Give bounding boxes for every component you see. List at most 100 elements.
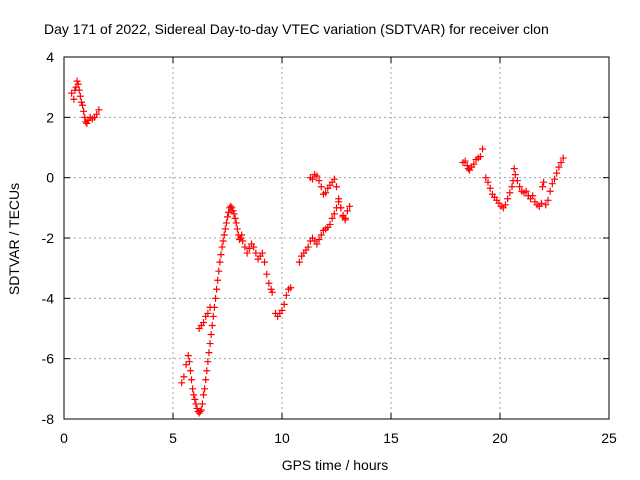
x-tick-label: 5: [169, 430, 177, 446]
data-point: [476, 153, 484, 161]
data-point: [208, 321, 216, 329]
data-point: [193, 404, 201, 412]
data-point: [188, 376, 196, 384]
data-point: [540, 178, 548, 186]
data-point: [506, 189, 514, 197]
data-point: [76, 92, 84, 100]
data-point: [470, 160, 478, 168]
data-point: [238, 231, 246, 239]
data-point: [224, 213, 231, 221]
x-tick-label: 20: [492, 430, 508, 446]
data-point: [280, 300, 288, 308]
data-point: [245, 245, 253, 253]
data-point: [548, 180, 556, 188]
y-tick-label: 0: [46, 170, 54, 186]
data-point: [220, 231, 228, 239]
data-point: [185, 358, 193, 366]
y-tick-label: -6: [42, 351, 55, 367]
data-point: [222, 219, 230, 227]
data-point: [232, 219, 240, 227]
data-point: [198, 400, 206, 408]
data-point: [328, 214, 336, 222]
data-point: [243, 249, 251, 257]
data-point: [333, 183, 340, 191]
data-point: [267, 285, 275, 293]
data-point: [206, 303, 214, 311]
x-axis-label: GPS time / hours: [282, 457, 389, 473]
data-point: [80, 107, 88, 115]
data-point: [216, 258, 224, 266]
data-point: [217, 251, 225, 259]
data-point: [553, 169, 561, 177]
data-point: [180, 373, 188, 381]
data-point: [544, 196, 552, 204]
data-point: [202, 376, 210, 384]
data-point: [83, 119, 91, 127]
y-tick-label: -8: [42, 411, 55, 427]
data-point: [559, 154, 567, 162]
data-point: [317, 231, 325, 239]
y-tick-label: 2: [46, 109, 54, 125]
data-point: [479, 145, 487, 153]
data-point: [75, 86, 83, 94]
data-point: [241, 243, 249, 251]
data-point: [231, 214, 239, 222]
data-point: [557, 159, 565, 167]
data-point: [326, 220, 334, 228]
data-point: [233, 225, 241, 233]
data-point: [77, 98, 85, 106]
data-point: [213, 285, 221, 293]
data-point: [68, 89, 76, 97]
data-point: [204, 358, 212, 366]
data-point: [537, 199, 545, 207]
data-point: [204, 309, 212, 317]
data-point: [511, 171, 519, 179]
data-point: [191, 395, 199, 403]
data-point: [209, 312, 217, 320]
data-point: [343, 207, 351, 215]
data-point: [207, 331, 215, 339]
data-point: [461, 157, 469, 165]
data-point: [261, 258, 269, 266]
data-point: [508, 183, 516, 191]
data-point: [230, 210, 238, 218]
data-point: [250, 243, 258, 251]
data-point: [215, 267, 223, 275]
y-tick-label: 4: [46, 49, 54, 65]
data-point: [317, 183, 325, 191]
data-point: [346, 202, 354, 210]
data-point: [93, 110, 101, 118]
data-point: [282, 291, 290, 299]
data-point: [200, 391, 208, 399]
data-point: [196, 407, 204, 415]
data-point: [74, 80, 82, 88]
y-axis-ticks: -8 -6 -4 -2 0 2 4: [42, 49, 609, 427]
data-point: [186, 367, 194, 375]
data-point: [287, 284, 295, 292]
data-point: [486, 184, 494, 192]
data-point: [95, 106, 103, 114]
data-point: [484, 178, 492, 186]
data-point: [189, 385, 197, 393]
data-point: [463, 162, 471, 170]
data-point: [309, 175, 317, 183]
data-point: [178, 379, 186, 387]
data-point: [182, 361, 190, 369]
data-point: [197, 406, 205, 414]
data-point: [542, 201, 550, 209]
data-point: [529, 192, 537, 200]
data-point: [510, 165, 518, 173]
data-point: [539, 183, 547, 191]
y-axis-label: SDTVAR / TECUs: [6, 183, 22, 295]
data-point: [218, 243, 226, 251]
data-point: [341, 216, 349, 224]
data-point: [73, 77, 81, 85]
y-tick-label: -2: [42, 230, 55, 246]
data-point: [546, 187, 554, 195]
data-point: [229, 207, 237, 215]
data-point: [513, 177, 521, 185]
x-axis-ticks: 0 5 10 15 20 25: [60, 57, 617, 446]
data-point: [322, 189, 330, 197]
data-point: [221, 225, 229, 233]
x-tick-label: 15: [383, 430, 399, 446]
